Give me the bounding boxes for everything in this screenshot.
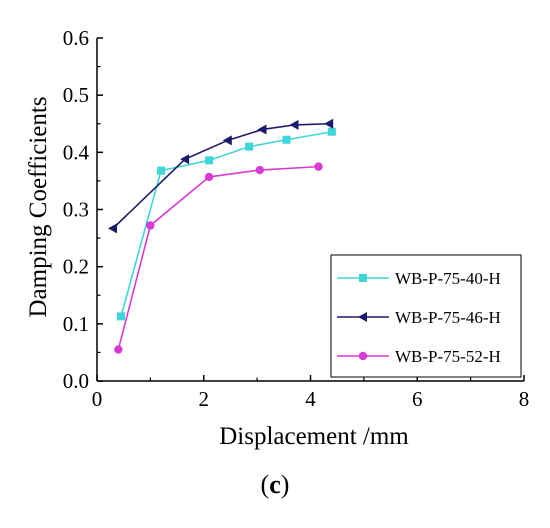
data-point [108,223,118,234]
data-point [257,124,267,135]
data-point [114,345,123,354]
series-layer [108,118,336,354]
y-tick-label: 0.2 [63,255,89,279]
caption-close: ) [280,470,290,499]
data-point [289,119,299,130]
series-3 [114,162,323,354]
data-point [282,135,291,144]
series-line [112,122,330,229]
figure-caption: (c) [0,470,550,500]
x-tick-label: 6 [412,387,423,411]
legend-label: WB-P-75-46-H [395,308,501,327]
data-point [327,127,336,136]
x-axis-title: Displacement /mm [219,423,409,450]
data-point [255,165,264,175]
data-point [157,166,166,175]
data-point [324,118,334,129]
caption-letter: c [269,470,281,499]
data-point [117,312,126,321]
data-point [180,154,190,165]
y-tick-label: 0.6 [63,26,89,50]
series-line [120,130,332,317]
legend-marker [359,274,367,282]
legend-label: WB-P-75-40-H [395,269,501,288]
data-point [204,172,214,182]
legend: WB-P-75-40-H WB-P-75-46-H WB-P-75-52-H [330,254,522,378]
axes: 0.0 0.1 0.2 0.3 0.4 0.5 0.6 0 2 4 6 8 [63,26,530,411]
data-point [314,162,323,171]
y-tick-label: 0.3 [63,198,89,222]
caption-open: ( [260,470,270,499]
x-tick-label: 8 [519,387,530,411]
x-tick-label: 4 [305,387,316,411]
data-point [205,156,214,165]
y-tick-label: 0.4 [63,140,90,164]
legend-label: WB-P-75-52-H [395,347,501,366]
y-tick-label: 0.1 [63,312,89,336]
y-axis-title: Damping Coefficients [25,96,52,317]
legend-marker [358,312,367,322]
legend-entry: WB-P-75-46-H [337,308,501,327]
data-point [222,135,232,146]
legend-marker [358,351,368,361]
legend-entry: WB-P-75-40-H [337,269,501,288]
legend-entry: WB-P-75-52-H [337,347,501,366]
series-2 [108,118,334,234]
x-tick-label: 0 [92,387,103,411]
y-tick-label: 0.0 [63,369,89,393]
data-point [146,221,155,230]
series-1 [117,127,336,321]
y-tick-label: 0.5 [63,83,89,107]
data-point [245,142,254,151]
x-tick-label: 2 [199,387,210,411]
